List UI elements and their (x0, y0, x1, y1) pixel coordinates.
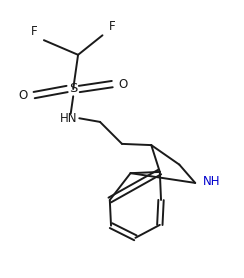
Text: HN: HN (60, 112, 77, 125)
Text: O: O (118, 78, 128, 91)
Text: O: O (19, 89, 28, 101)
Text: NH: NH (203, 175, 220, 188)
Text: F: F (109, 20, 115, 33)
Text: F: F (31, 25, 38, 38)
Text: S: S (69, 83, 77, 95)
